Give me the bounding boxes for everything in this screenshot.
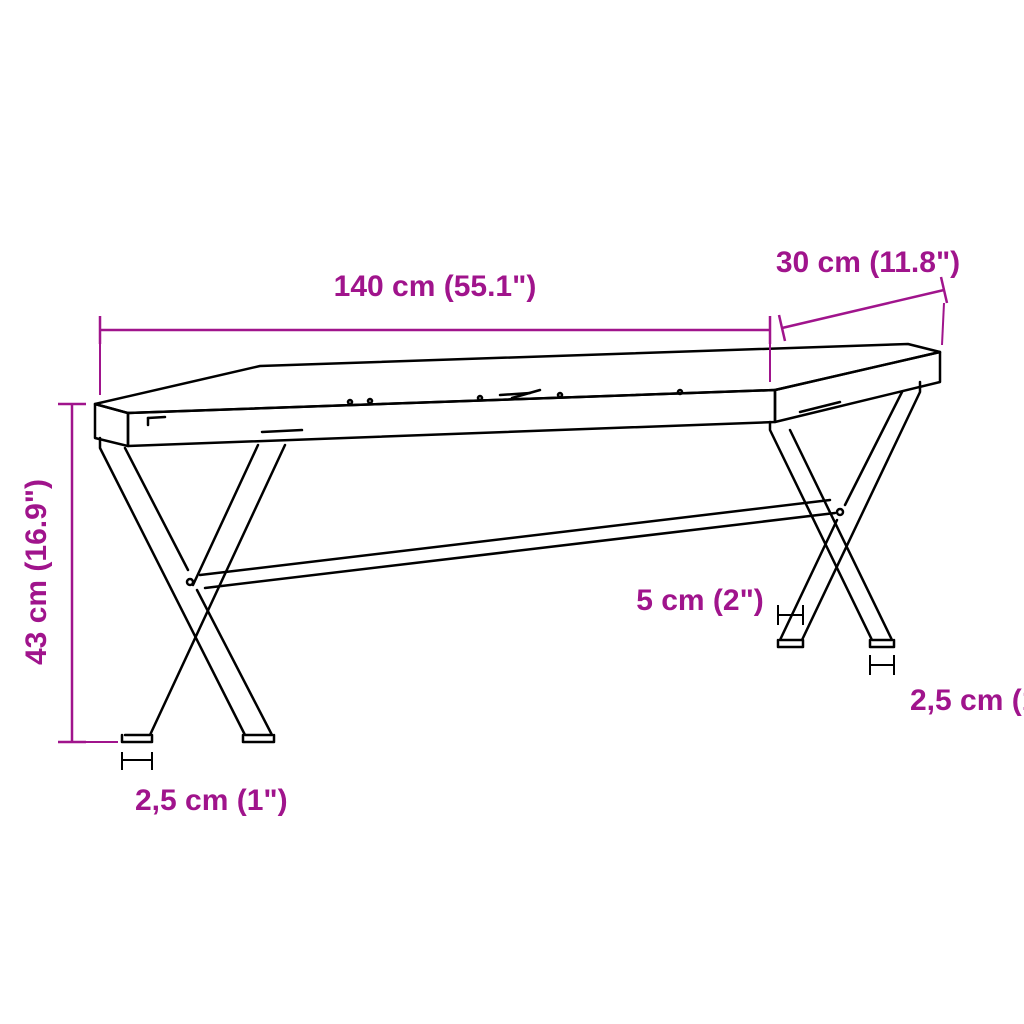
label-leg-outer-r: 2,5 cm (1") (910, 684, 1024, 717)
dim-leg-outer-r (870, 655, 894, 675)
dim-leg-inner (778, 605, 803, 625)
label-width: 140 cm (55.1") (334, 270, 537, 303)
dim-width (100, 316, 770, 395)
label-depth: 30 cm (11.8") (776, 246, 960, 279)
dim-height (58, 404, 118, 742)
label-leg-inner: 5 cm (2") (636, 584, 764, 617)
label-leg-outer-l: 2,5 cm (1") (135, 784, 288, 817)
label-height: 43 cm (16.9") (20, 479, 53, 665)
dim-leg-outer-l (122, 752, 152, 770)
dim-depth (779, 277, 947, 345)
